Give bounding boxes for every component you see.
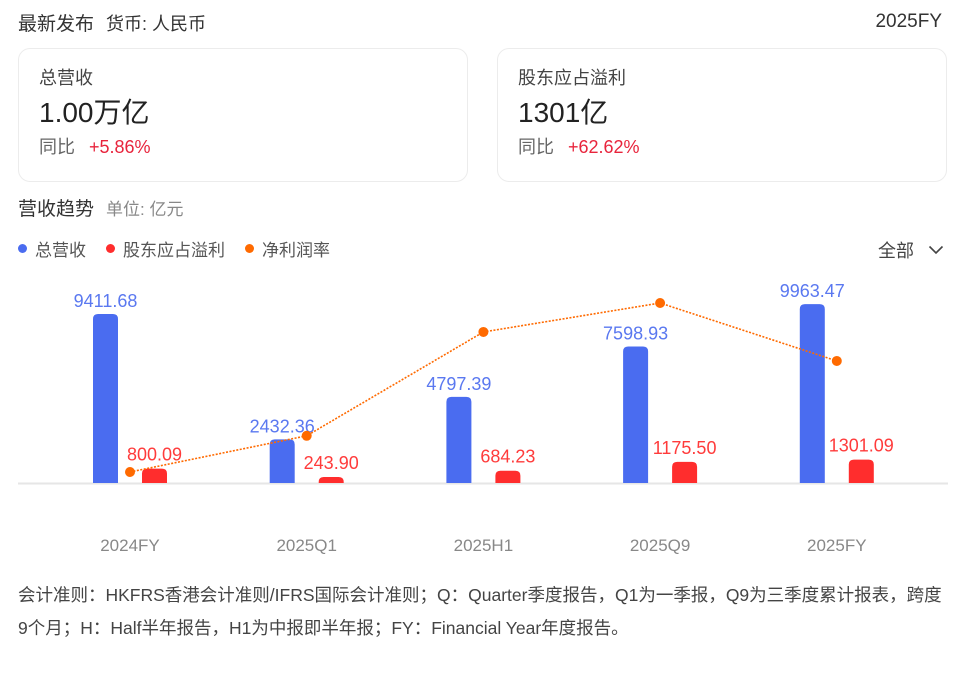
revenue-trend-chart: 9411.68 800.09 2024FY 2432.36 243.90 2025Q1 47…	[18, 281, 948, 555]
chart-legend: 总营收 股东应占溢利 净利润率	[18, 236, 330, 261]
x-axis-label: 2025H1	[454, 536, 514, 555]
yoy-value: +62.62%	[568, 137, 640, 157]
bar-revenue[interactable]	[93, 314, 118, 483]
net-margin-point[interactable]	[655, 298, 666, 308]
legend-item-net-margin[interactable]: 净利润率	[245, 236, 330, 261]
yoy-label: 同比	[39, 137, 75, 157]
unit-label: 单位: 亿元	[106, 200, 184, 219]
legend-label: 股东应占溢利	[123, 241, 225, 260]
period-label: 2025FY	[875, 11, 942, 32]
net-margin-point[interactable]	[831, 355, 842, 366]
card-value: 1.00万亿	[39, 97, 150, 128]
header: 最新发布 货币: 人民币 2025FY	[18, 8, 942, 36]
net-margin-point[interactable]	[301, 430, 312, 441]
bar-revenue[interactable]	[799, 304, 825, 483]
net-margin-point[interactable]	[478, 326, 489, 337]
bar-label-revenue: 2432.36	[250, 416, 315, 436]
yoy-value: +5.86%	[89, 137, 151, 157]
chevron-down-icon	[928, 245, 944, 255]
bar-label-profit: 1175.50	[653, 438, 717, 458]
legend-item-profit[interactable]: 股东应占溢利	[106, 236, 225, 261]
period-filter-dropdown[interactable]: 全部	[878, 237, 944, 263]
bar-label-revenue: 9963.47	[780, 281, 845, 301]
bar-label-revenue: 7598.93	[603, 324, 668, 344]
page-title: 最新发布	[18, 13, 95, 35]
legend-dot-icon	[245, 244, 254, 253]
bar-profit[interactable]	[672, 461, 698, 483]
bar-revenue[interactable]	[446, 396, 472, 483]
net-margin-point[interactable]	[125, 467, 135, 477]
bar-label-profit: 684.23	[480, 447, 535, 467]
section-header: 营收趋势 单位: 亿元	[18, 194, 183, 221]
accounting-footnote: 会计准则：HKFRS香港会计准则/IFRS国际会计准则；Q：Quarter季度报…	[18, 585, 942, 638]
legend-dot-icon	[18, 244, 27, 253]
bar-label-revenue: 9411.68	[74, 291, 138, 311]
x-axis-label: 2024FY	[100, 536, 160, 555]
x-axis-label: 2025Q9	[630, 536, 691, 555]
bar-profit[interactable]	[142, 468, 167, 483]
bar-profit[interactable]	[848, 459, 874, 483]
filter-selected: 全部	[878, 241, 914, 261]
legend-label: 净利润率	[262, 241, 330, 260]
bar-profit[interactable]	[318, 477, 344, 483]
x-axis-label: 2025Q1	[276, 536, 337, 555]
bar-label-profit: 800.09	[127, 445, 182, 465]
bar-label-profit: 1301.09	[829, 436, 894, 456]
card-value: 1301亿	[518, 97, 609, 128]
revenue-card: 总营收 1.00万亿 同比 +5.86%	[18, 48, 468, 182]
bar-label-profit: 243.90	[304, 453, 359, 473]
card-yoy: 同比 +62.62%	[518, 133, 926, 161]
section-title: 营收趋势	[18, 199, 95, 220]
card-label: 股东应占溢利	[518, 68, 626, 88]
legend-label: 总营收	[35, 241, 86, 260]
profit-card: 股东应占溢利 1301亿 同比 +62.62%	[497, 48, 947, 182]
yoy-label: 同比	[518, 137, 554, 157]
card-yoy: 同比 +5.86%	[39, 133, 447, 161]
card-label: 总营收	[39, 68, 93, 88]
legend-dot-icon	[106, 244, 115, 253]
legend-item-revenue[interactable]: 总营收	[18, 236, 86, 261]
currency-label: 货币: 人民币	[106, 13, 207, 34]
bar-revenue[interactable]	[269, 439, 295, 483]
bar-revenue[interactable]	[623, 346, 649, 483]
bar-label-revenue: 4797.39	[426, 374, 491, 394]
x-axis-label: 2025FY	[807, 536, 867, 555]
bar-profit[interactable]	[495, 470, 521, 483]
